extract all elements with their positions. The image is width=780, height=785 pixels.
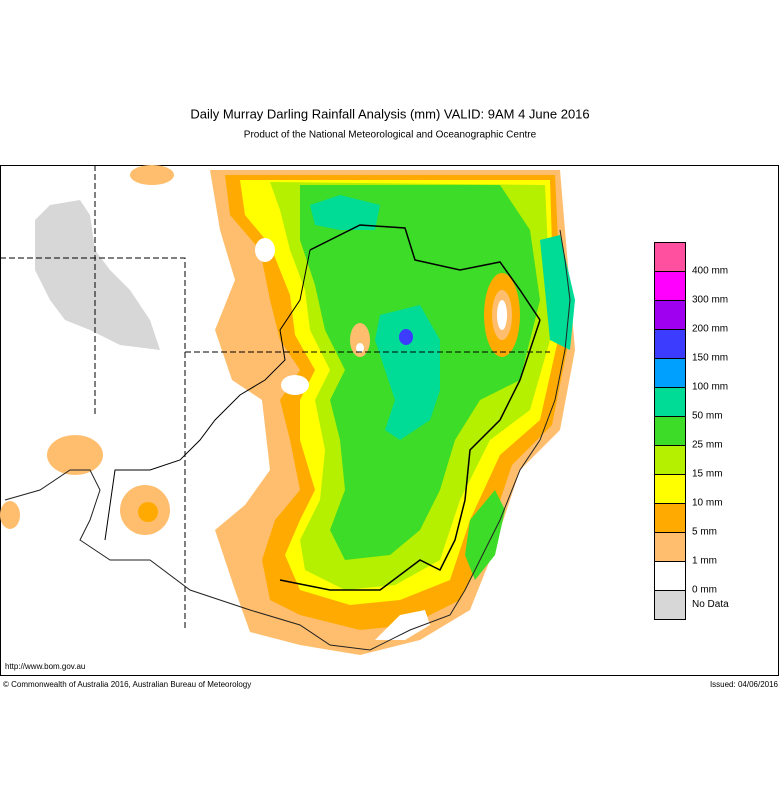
legend-label: No Data bbox=[692, 599, 729, 610]
rain-50mm bbox=[310, 195, 380, 230]
map bbox=[0, 165, 779, 676]
url: http://www.bom.gov.au bbox=[5, 662, 85, 671]
legend-label: 300 mm bbox=[692, 295, 728, 306]
legend-swatch bbox=[654, 445, 686, 475]
rain-50mm bbox=[375, 305, 440, 440]
rain-5mm bbox=[138, 502, 158, 522]
legend-swatch bbox=[654, 474, 686, 504]
legend-swatch bbox=[654, 271, 686, 301]
subtitle: Product of the National Meteorological a… bbox=[244, 130, 537, 141]
rain-1mm bbox=[350, 323, 370, 357]
legend-label: 1 mm bbox=[692, 556, 717, 567]
rain-1mm bbox=[47, 435, 103, 475]
rain-0mm bbox=[281, 375, 309, 395]
legend-swatch bbox=[654, 242, 686, 272]
legend-swatch bbox=[654, 561, 686, 591]
rain-0mm bbox=[255, 238, 275, 262]
rain-0mm bbox=[497, 300, 507, 330]
rain-150mm bbox=[399, 329, 413, 345]
legend-label: 25 mm bbox=[692, 440, 723, 451]
no-data-area bbox=[35, 200, 160, 350]
rain-25mm bbox=[465, 490, 505, 580]
legend-label: 15 mm bbox=[692, 469, 723, 480]
legend: 400 mm 300 mm 200 mm 150 mm 100 mm 50 mm 25 mm… bbox=[654, 242, 729, 620]
boundaries bbox=[0, 165, 571, 651]
rain-0mm bbox=[375, 610, 430, 640]
copyright: © Commonwealth of Australia 2016, Austra… bbox=[3, 680, 251, 689]
rain-1mm bbox=[0, 501, 20, 529]
legend-label: 50 mm bbox=[692, 411, 723, 422]
legend-label: 100 mm bbox=[692, 382, 728, 393]
legend-label: 10 mm bbox=[692, 498, 723, 509]
legend-swatch bbox=[654, 387, 686, 417]
rain-0mm bbox=[356, 343, 364, 353]
legend-swatch bbox=[654, 329, 686, 359]
legend-swatch bbox=[654, 358, 686, 388]
legend-swatch bbox=[654, 503, 686, 533]
legend-label: 0 mm bbox=[692, 585, 717, 596]
rain-50mm bbox=[540, 235, 575, 350]
rain-1mm bbox=[130, 165, 174, 185]
legend-label: 200 mm bbox=[692, 324, 728, 335]
legend-swatch bbox=[654, 532, 686, 562]
issued-date: Issued: 04/06/2016 bbox=[710, 680, 779, 689]
legend-label: 150 mm bbox=[692, 353, 728, 364]
title: Daily Murray Darling Rainfall Analysis (… bbox=[190, 106, 589, 121]
legend-swatch bbox=[654, 590, 686, 620]
legend-swatch bbox=[654, 300, 686, 330]
legend-label: 5 mm bbox=[692, 527, 717, 538]
legend-label: 400 mm bbox=[692, 266, 728, 277]
legend-swatch bbox=[654, 416, 686, 446]
